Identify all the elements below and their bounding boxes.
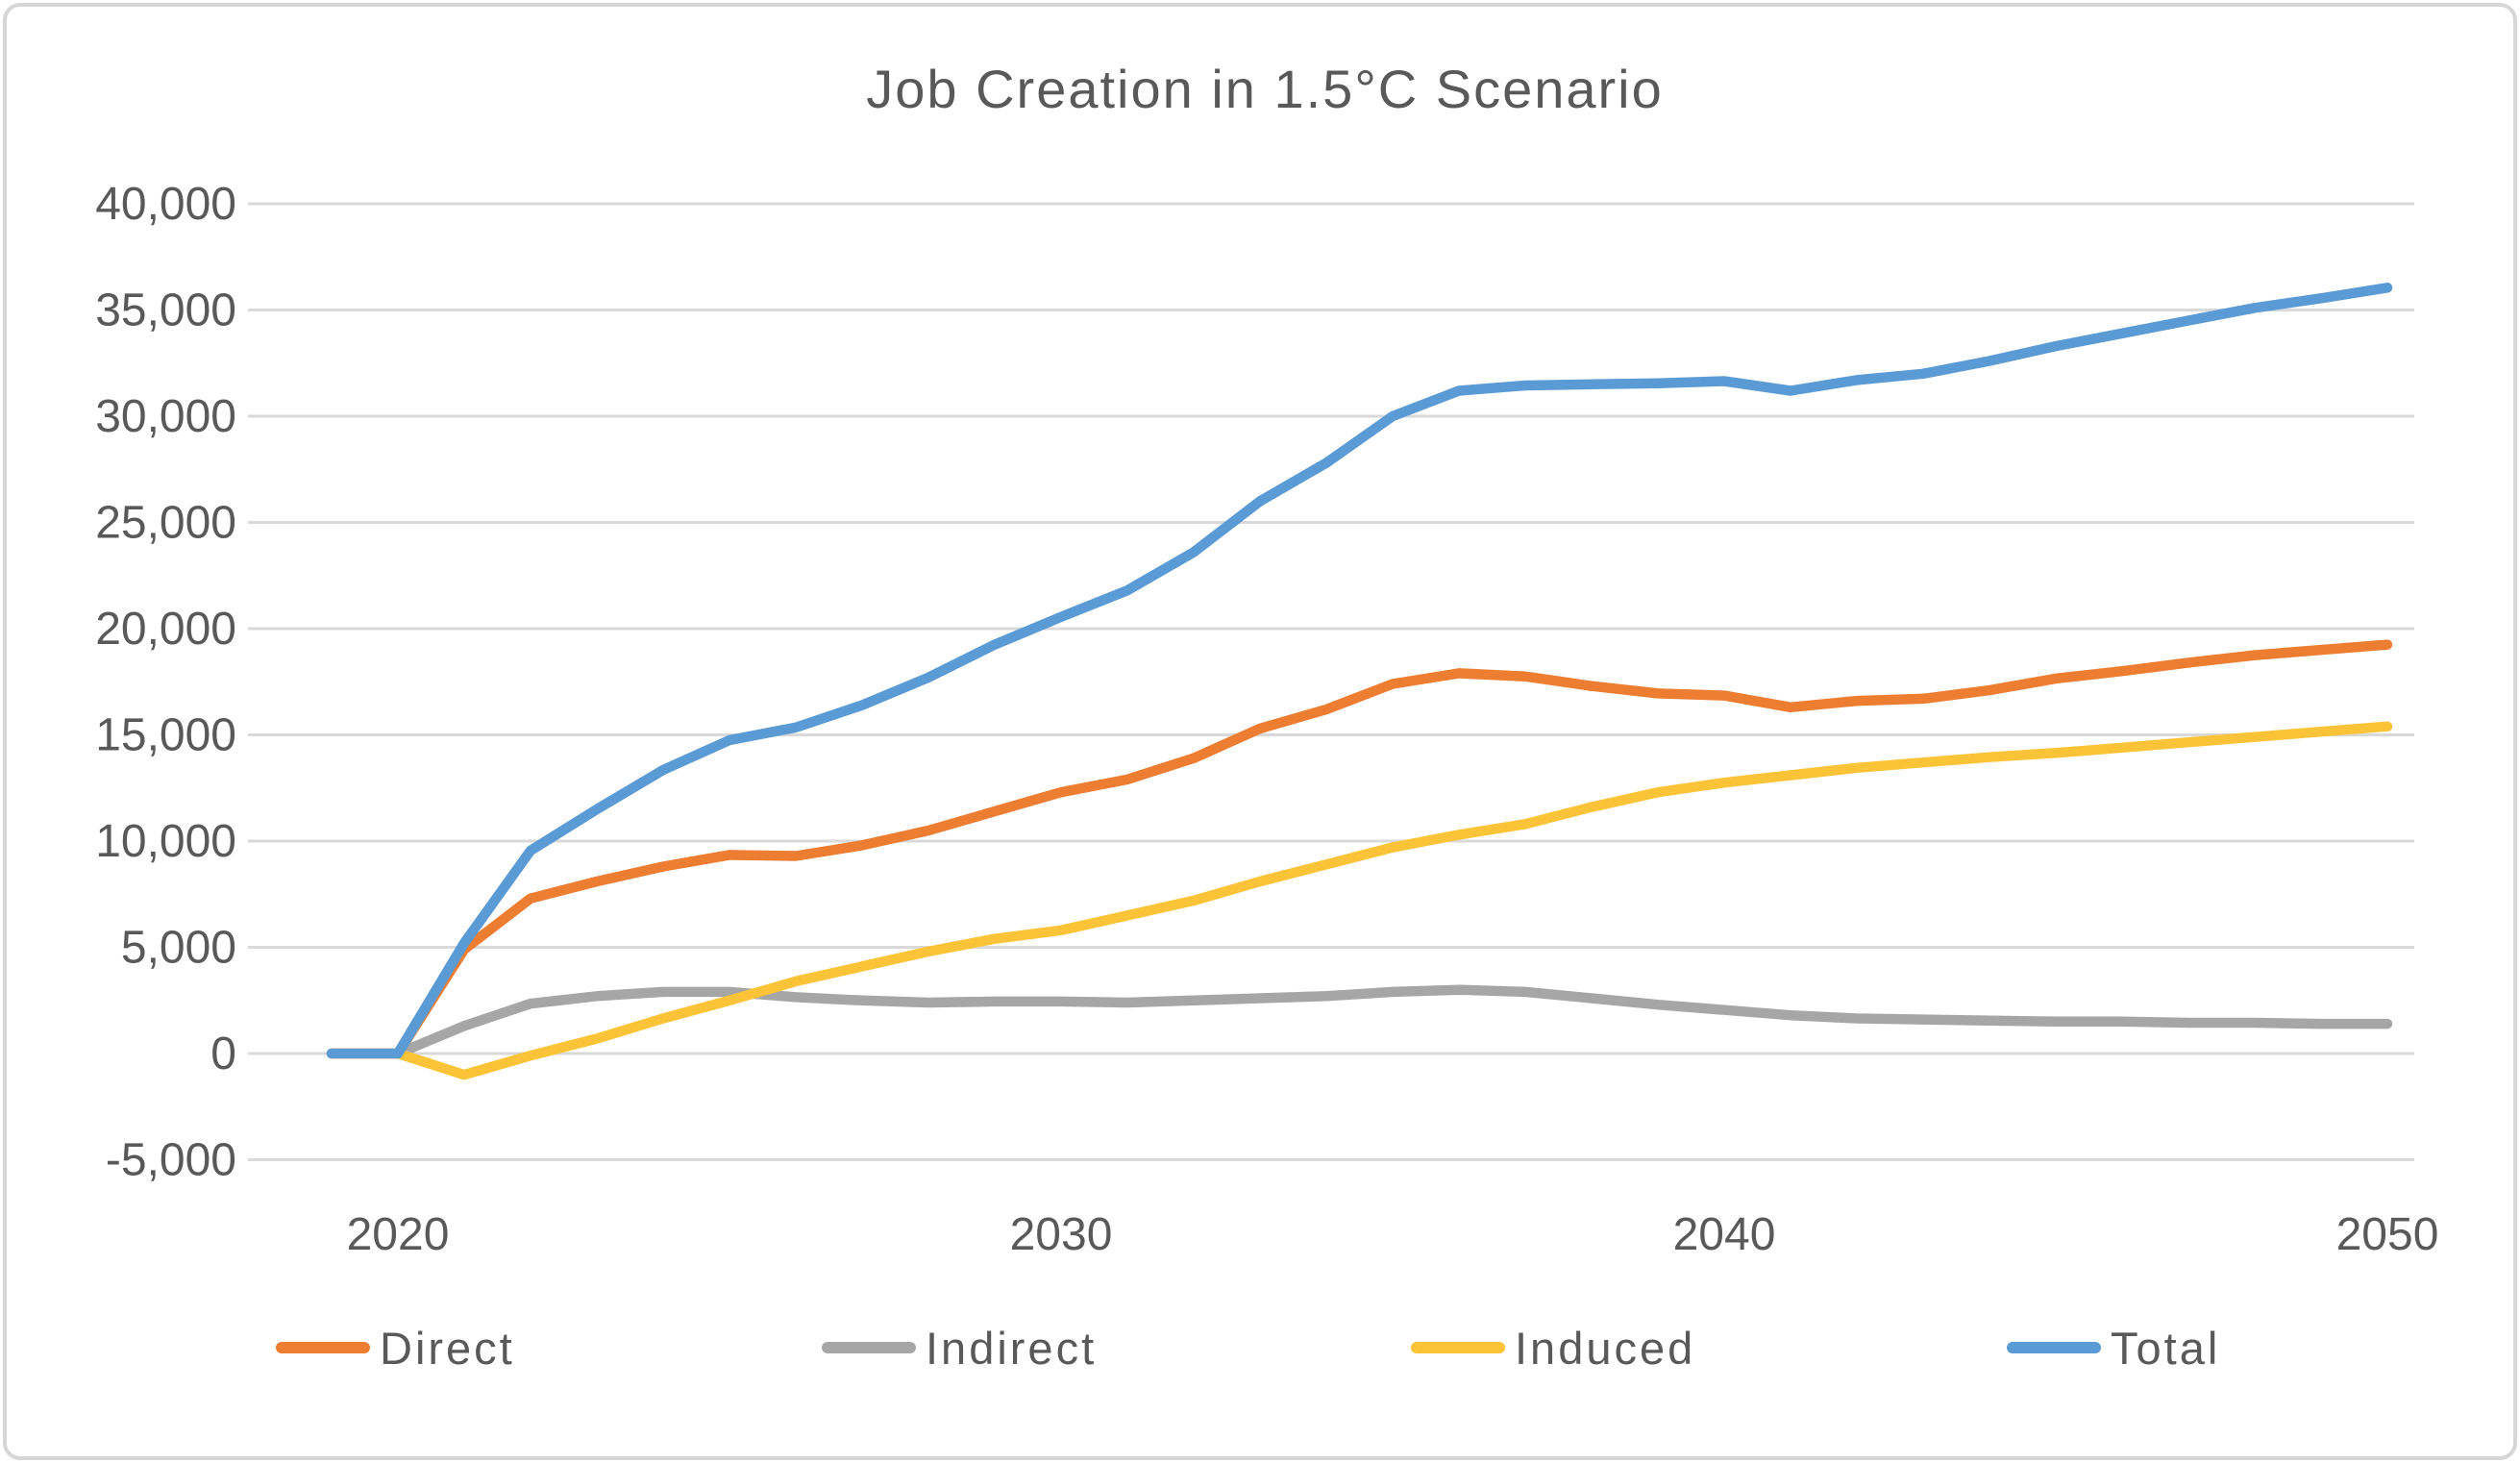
x-axis-tick-labels: 2020 2030 2040 2050 <box>347 1209 2439 1260</box>
y-tick-label: 0 <box>210 1029 236 1079</box>
series-line-total <box>326 283 2393 1059</box>
legend-swatch-icon <box>276 1342 370 1353</box>
chart-border <box>3 3 2517 1460</box>
legend-swatch-icon <box>822 1342 916 1353</box>
x-tick-label: 2030 <box>1010 1209 1113 1260</box>
legend-item-induced: Induced <box>1411 1323 1695 1374</box>
series-line-indirect <box>326 984 2393 1059</box>
y-tick-label: 20,000 <box>95 604 236 655</box>
y-tick-label: 10,000 <box>95 816 236 867</box>
legend-swatch-icon <box>1411 1342 1505 1353</box>
legend-label: Total <box>2111 1323 2220 1374</box>
series-line-induced <box>326 721 2393 1080</box>
legend-item-direct: Direct <box>276 1323 515 1374</box>
x-tick-label: 2040 <box>1673 1209 1776 1260</box>
legend-item-indirect: Indirect <box>822 1323 1097 1374</box>
series-line-direct <box>326 639 2393 1059</box>
x-tick-label: 2050 <box>2336 1209 2439 1260</box>
legend-label: Direct <box>380 1323 515 1374</box>
legend-item-total: Total <box>2007 1323 2220 1374</box>
y-axis-tick-labels: -5,000 0 5,000 10,000 15,000 20,000 25,000 30,0… <box>95 179 236 1186</box>
y-tick-label: 25,000 <box>95 498 236 549</box>
y-tick-label: -5,000 <box>106 1135 236 1186</box>
legend-swatch-icon <box>2007 1342 2101 1353</box>
y-tick-label: 35,000 <box>95 285 236 336</box>
y-tick-label: 30,000 <box>95 391 236 442</box>
chart-title: Job Creation in 1.5°C Scenario <box>866 59 1663 119</box>
chart-legend: Direct Indirect Induced Total <box>276 1323 2220 1374</box>
y-tick-label: 40,000 <box>95 179 236 230</box>
legend-label: Induced <box>1515 1323 1695 1374</box>
data-series-lines <box>326 283 2393 1080</box>
x-tick-label: 2020 <box>347 1209 450 1260</box>
y-tick-label: 5,000 <box>121 923 236 974</box>
gridlines <box>248 202 2414 1161</box>
y-tick-label: 15,000 <box>95 710 236 761</box>
legend-label: Indirect <box>926 1323 1097 1374</box>
